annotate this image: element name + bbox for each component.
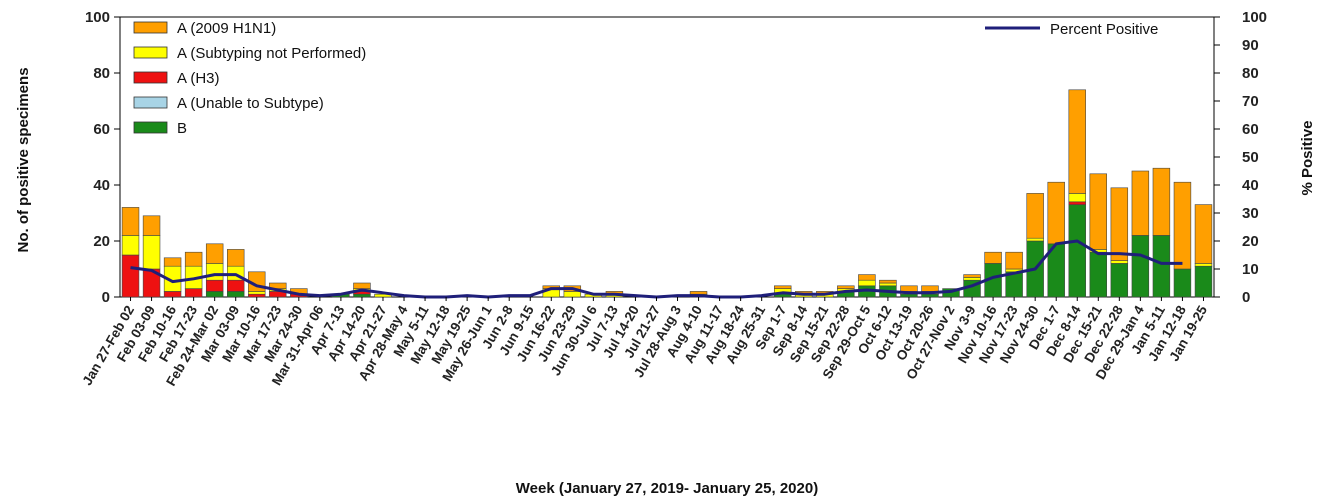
bar-segment <box>1110 260 1129 264</box>
y2-tick-label: 70 <box>1242 93 1259 110</box>
bar-segment <box>1152 167 1171 236</box>
bar-segment <box>1131 235 1150 298</box>
bar-segment <box>1026 193 1044 239</box>
y-tick-label: 100 <box>85 9 110 26</box>
legend-swatch <box>133 71 168 84</box>
y2-axis-title: % Positive <box>1299 120 1316 195</box>
bar-segment <box>121 254 140 298</box>
bar-segment <box>227 279 245 292</box>
y2-tick-label: 50 <box>1242 149 1259 166</box>
bar-segment <box>858 279 876 287</box>
bar-segment <box>1173 268 1192 298</box>
x-axis-title: Week (January 27, 2019- January 25, 2020… <box>516 480 818 497</box>
bar-segment <box>900 293 918 298</box>
legend-swatch <box>133 46 168 59</box>
bar-segment <box>1110 187 1129 261</box>
bar-segment <box>1047 181 1065 245</box>
bar-segment <box>1068 204 1086 298</box>
bar-segment <box>353 293 371 298</box>
bar-segment <box>142 215 161 236</box>
bar-segment <box>1005 251 1023 270</box>
bar-segment <box>1152 235 1171 298</box>
bar-segment <box>858 274 876 281</box>
y-axis-title: No. of positive specimens <box>15 67 32 252</box>
y2-tick-label: 0 <box>1242 289 1250 306</box>
bar-segment <box>121 207 140 236</box>
y-tick-label: 0 <box>102 289 110 306</box>
bar-segment <box>353 282 371 289</box>
bar-segment <box>1131 170 1150 236</box>
bar-segment <box>163 291 182 298</box>
bar-segment <box>205 279 224 292</box>
y-tick-label: 40 <box>93 177 110 194</box>
legend-swatch <box>133 121 168 134</box>
bar-segment <box>900 285 918 292</box>
y2-tick-label: 100 <box>1242 9 1267 26</box>
bar-segment <box>1194 204 1213 264</box>
bar-segment <box>1068 201 1086 205</box>
bar-segment <box>142 235 161 270</box>
bar-segment <box>1068 193 1086 203</box>
bar-segment <box>879 282 897 287</box>
y2-tick-label: 30 <box>1242 205 1259 222</box>
y2-tick-label: 20 <box>1242 233 1259 250</box>
bar-segment <box>963 277 981 281</box>
bar-segment <box>1173 181 1192 270</box>
y2-tick-label: 80 <box>1242 65 1259 82</box>
bar-segment <box>227 291 245 298</box>
y-tick-label: 60 <box>93 121 110 138</box>
bar-segment <box>921 293 939 298</box>
legend: A (2009 H1N1) A (Subtyping not Performed)… <box>133 20 1158 137</box>
bar-segment <box>184 288 203 298</box>
bar-segment <box>837 285 855 289</box>
bar-segment <box>248 291 266 295</box>
bar-segment <box>205 291 224 298</box>
bar-segment <box>205 263 224 281</box>
bar-segment <box>163 257 182 267</box>
legend-swatch <box>133 96 168 109</box>
y2-tick-label: 40 <box>1242 177 1259 194</box>
bar-segment <box>121 235 140 256</box>
legend-label: A (2009 H1N1) <box>177 20 276 37</box>
y2-tick-label: 90 <box>1242 37 1259 54</box>
bar-segment <box>184 251 203 267</box>
bar-segment <box>1089 173 1107 250</box>
bar-segment <box>1089 251 1107 298</box>
bar-segment <box>1110 263 1129 298</box>
bar-segment <box>963 274 981 278</box>
y2-tick-label: 10 <box>1242 261 1259 278</box>
bar-segment <box>921 285 939 292</box>
bar-segment <box>205 243 224 264</box>
bar-segment <box>227 249 245 267</box>
line-legend-label: Percent Positive <box>1050 21 1158 38</box>
bar-segment <box>773 285 792 289</box>
legend-label: A (Unable to Subtype) <box>177 95 324 112</box>
bar-segment <box>984 251 1002 264</box>
legend-label: A (Subtyping not Performed) <box>177 45 366 62</box>
legend-swatch <box>133 21 168 34</box>
bar-segment <box>1068 89 1086 194</box>
y-tick-label: 80 <box>93 65 110 82</box>
bar-segment <box>1194 263 1213 267</box>
legend-label: B <box>177 120 187 137</box>
bar-segment <box>879 279 897 284</box>
legend-label: A (H3) <box>177 70 220 87</box>
y-tick-label: 20 <box>93 233 110 250</box>
bar-segment <box>1026 237 1044 242</box>
y2-tick-label: 60 <box>1242 121 1259 138</box>
bar-segment <box>563 291 582 298</box>
bar-segment <box>1194 265 1213 298</box>
bar-segment <box>248 293 266 298</box>
bar-segment <box>689 291 708 295</box>
